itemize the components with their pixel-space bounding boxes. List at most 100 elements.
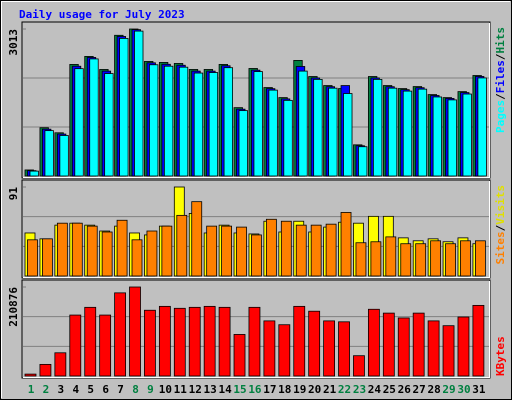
bar	[178, 66, 189, 177]
bar	[370, 241, 382, 277]
bar	[460, 240, 471, 277]
bar	[298, 70, 308, 177]
bar	[400, 243, 412, 277]
bar	[323, 320, 336, 377]
bar	[442, 325, 455, 377]
x-tick-label: 13	[204, 383, 217, 396]
bar	[328, 87, 338, 177]
bar	[447, 99, 457, 177]
bar	[236, 226, 247, 277]
legend: Pages/Files/Hits	[494, 27, 507, 133]
legend-entry: Files	[494, 60, 507, 93]
bar	[372, 78, 383, 177]
bar	[233, 334, 246, 377]
bar	[146, 230, 158, 277]
bar	[86, 225, 98, 277]
bar	[278, 324, 291, 377]
bar	[280, 220, 292, 277]
bar	[29, 170, 39, 177]
bar	[39, 363, 52, 377]
bar	[129, 286, 141, 377]
legend-entry: Pages	[494, 100, 507, 133]
bar	[163, 65, 174, 177]
bar	[253, 71, 263, 177]
bar	[385, 236, 397, 277]
x-tick-label: 9	[147, 383, 154, 396]
x-tick-label: 1	[28, 383, 35, 396]
x-tick-label: 17	[263, 383, 276, 396]
bar	[42, 238, 53, 277]
bar	[193, 72, 204, 177]
bar	[44, 130, 54, 177]
x-tick-label: 23	[353, 383, 366, 396]
bar	[223, 67, 233, 177]
x-tick-label: 20	[308, 383, 321, 396]
x-tick-label: 7	[117, 383, 124, 396]
x-tick-label: 24	[368, 383, 382, 396]
bar	[358, 146, 368, 177]
bar	[474, 240, 486, 277]
bar	[457, 316, 470, 377]
bar	[221, 225, 232, 277]
bar	[445, 243, 456, 277]
bar	[119, 38, 129, 177]
bar	[131, 239, 143, 277]
bar	[477, 77, 487, 177]
x-tick-label: 8	[132, 383, 139, 396]
bar	[238, 110, 248, 177]
legend-entry: KBytes	[494, 336, 507, 376]
bar	[427, 320, 440, 377]
bar	[218, 306, 231, 377]
bar	[54, 352, 67, 377]
bar	[268, 89, 278, 177]
bar	[251, 234, 262, 277]
bar	[71, 222, 83, 277]
bar	[313, 78, 323, 177]
bar	[101, 231, 113, 277]
bar	[191, 201, 203, 277]
legend: KBytes	[494, 336, 507, 376]
bar	[353, 355, 365, 377]
x-tick-label: 21	[323, 383, 337, 396]
bar	[283, 99, 293, 177]
bar	[56, 222, 68, 277]
x-tick-label: 2	[43, 383, 50, 396]
bar	[472, 304, 485, 377]
bar	[293, 305, 306, 377]
legend-entry: Sites	[494, 231, 507, 264]
bar	[415, 243, 427, 277]
bar	[203, 305, 216, 377]
bar	[367, 308, 380, 377]
bar	[382, 312, 395, 377]
bar	[24, 373, 37, 377]
bar	[149, 64, 159, 177]
bar	[173, 307, 186, 377]
y-tick-label: 210876	[7, 287, 20, 327]
bar	[295, 224, 307, 277]
x-tick-label: 3	[58, 383, 65, 396]
bar	[27, 239, 38, 277]
bar	[74, 68, 84, 177]
bar	[89, 58, 99, 177]
x-tick-label: 15	[233, 383, 246, 396]
bar	[144, 309, 156, 377]
bar	[432, 96, 443, 177]
bar	[176, 214, 188, 277]
x-tick-label: 6	[102, 383, 109, 396]
bar	[206, 225, 218, 277]
bar	[99, 314, 112, 377]
bar	[397, 317, 410, 377]
bar	[355, 242, 367, 277]
x-tick-label: 28	[427, 383, 440, 396]
bar	[263, 320, 276, 377]
x-tick-label: 30	[457, 383, 470, 396]
bar	[310, 224, 322, 277]
x-tick-label: 5	[87, 383, 94, 396]
x-tick-label: 22	[338, 383, 351, 396]
y-tick-label: 91	[7, 187, 20, 201]
x-tick-label: 12	[189, 383, 202, 396]
bar	[412, 312, 425, 377]
bar	[59, 135, 69, 177]
bar	[325, 223, 337, 277]
